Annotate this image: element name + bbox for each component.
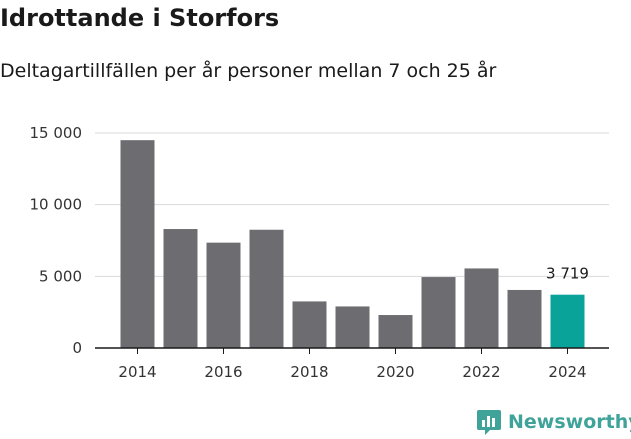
x-tick-label: 2022	[462, 363, 500, 381]
chart-subtitle: Deltagartillfällen per år personer mella…	[0, 60, 497, 82]
y-tick-label: 10 000	[30, 196, 83, 214]
y-tick-label: 15 000	[30, 124, 83, 142]
bar-2024	[550, 294, 585, 348]
bar-2023	[507, 289, 542, 348]
newsworthy-logo-icon	[477, 410, 501, 435]
brand-name: Newsworthy	[508, 411, 631, 433]
data-label: 3 719	[546, 265, 589, 283]
bar-2022	[464, 268, 499, 348]
axis-layer	[95, 347, 609, 354]
x-tick-label: 2024	[548, 363, 586, 381]
labels-layer: 0 5 000 10 000 15 000 2014 2016 2018 2020 2022 20…	[30, 124, 589, 381]
x-tick-label: 2014	[118, 363, 156, 381]
bar-2014	[120, 140, 155, 348]
newsworthy-logo: Newsworthy	[476, 408, 631, 436]
bar-2019	[335, 306, 370, 348]
y-tick-label: 0	[72, 339, 82, 357]
bar-2018	[292, 301, 327, 348]
x-tick-label: 2018	[290, 363, 328, 381]
x-tick-label: 2020	[376, 363, 414, 381]
bar-2015	[163, 229, 198, 348]
bar-2016	[206, 242, 241, 348]
bar-2017	[249, 229, 284, 348]
bar-2021	[421, 277, 456, 348]
x-tick-label: 2016	[204, 363, 242, 381]
y-tick-label: 5 000	[39, 267, 82, 285]
chart-title: Idrottande i Storfors	[0, 4, 280, 32]
bar-2020	[378, 315, 413, 348]
bars-layer	[120, 140, 585, 348]
